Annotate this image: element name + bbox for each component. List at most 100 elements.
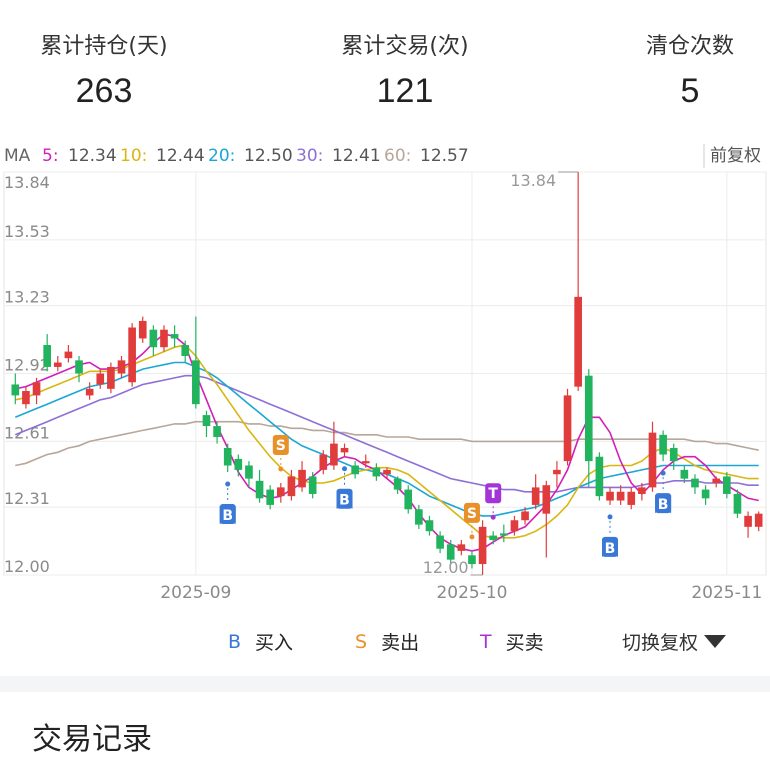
legend-buy-label: 买入 [255, 632, 294, 654]
candle-body [160, 329, 168, 348]
candle-body [468, 555, 476, 565]
x-tick-label: 2025-09 [160, 583, 231, 603]
candle-body [128, 327, 136, 383]
y-tick-label: 13.23 [4, 288, 50, 307]
switch-adjust-label: 切换复权 [622, 632, 699, 654]
ma-line-ma60 [15, 420, 759, 467]
candle-body [43, 345, 51, 367]
section-title: 交易记录 [32, 722, 152, 757]
candle-body [234, 458, 243, 470]
ma-value-4: 12.57 [420, 146, 469, 166]
stat-hold-days-value: 263 [75, 72, 133, 110]
stats-bar: 累计持仓(天) 263 累计交易(次) 121 清仓次数 5 [0, 0, 770, 130]
candle-body [11, 384, 20, 396]
candle-body [181, 345, 190, 356]
legend-buy: B 买入 [228, 628, 293, 655]
sell-dot [469, 534, 475, 540]
candle-body [266, 489, 275, 505]
candle-body [64, 351, 73, 359]
candle-body [584, 375, 593, 462]
stat-clear-count: 清仓次数 5 [620, 28, 760, 111]
legend-buy-mark: B [228, 630, 242, 653]
legend-sell: S 卖出 [355, 628, 419, 655]
candle-body [648, 432, 657, 488]
adjust-mode: 前复权 [710, 146, 761, 166]
ma-prefix: MA [4, 146, 31, 166]
ma-label-2: 20: [208, 146, 235, 166]
stat-hold-days-label: 累计持仓(天) [40, 34, 168, 59]
candle-body [255, 480, 264, 499]
candle-body [361, 461, 370, 464]
stat-clear-count-label: 清仓次数 [645, 34, 734, 59]
ma-label-0: 5: [42, 146, 59, 166]
trade-dot [490, 514, 496, 520]
y-tick-label: 12.92 [4, 356, 50, 375]
sell-marker-letter: S [276, 438, 286, 454]
candle-body [553, 469, 561, 475]
candle-body [245, 465, 253, 479]
candle-body [340, 447, 349, 453]
candle-body [446, 544, 455, 560]
sell-dot [278, 466, 284, 472]
candle-body [659, 434, 667, 455]
high-label: 13.84 [510, 171, 556, 190]
candle-body [701, 489, 710, 499]
y-tick-label: 13.53 [4, 222, 50, 241]
buy-marker-letter: B [222, 508, 233, 524]
candle-body [616, 491, 625, 501]
candle-body [75, 360, 83, 374]
buy-dot [607, 514, 613, 520]
candle-body [691, 478, 699, 488]
buy-marker-box [655, 493, 672, 514]
candle-body [372, 467, 381, 477]
candle-body [308, 476, 317, 494]
candle-body [627, 491, 636, 505]
legend-sell-label: 卖出 [381, 632, 420, 654]
sell-marker-letter: S [467, 506, 477, 522]
candle-body [595, 456, 604, 497]
trade-marker-letter: T [488, 486, 498, 502]
buy-marker-letter: B [658, 497, 669, 513]
candle-body [542, 485, 551, 514]
candle-body [712, 478, 721, 484]
candle-body [606, 491, 614, 501]
switch-adjust-button[interactable]: 切换复权 [622, 628, 727, 655]
candle-body [733, 493, 742, 514]
buy-marker-letter: B [339, 493, 350, 509]
candle-body [32, 382, 41, 396]
buy-marker-letter: B [605, 541, 616, 557]
candle-body [117, 360, 126, 374]
legend-trade: T 买卖 [480, 628, 544, 655]
candle-body [96, 373, 105, 385]
candle-body [754, 513, 763, 527]
stat-trade-count: 累计交易(次) 121 [325, 28, 485, 111]
section-divider [0, 676, 770, 692]
stat-hold-days: 累计持仓(天) 263 [24, 28, 184, 111]
candle-body [393, 478, 402, 490]
candle-body [149, 329, 158, 348]
legend-trade-label: 买卖 [505, 632, 544, 654]
x-tick-label: 2025-11 [691, 583, 762, 603]
stat-trade-count-label: 累计交易(次) [341, 34, 469, 59]
kline-chart[interactable]: MA 5: 12.34 10: 12.44 20: 12.50 30: 12.41 60: 12.5… [0, 138, 770, 608]
x-tick-label: 2025-10 [436, 583, 507, 603]
ma-value-2: 12.50 [244, 146, 293, 166]
y-tick-label: 12.00 [4, 557, 50, 576]
candle-body [223, 447, 232, 466]
candle-body [298, 469, 306, 488]
buy-dot [660, 470, 666, 476]
buy-dot [225, 481, 231, 487]
candle-body [574, 296, 582, 387]
ma-value-0: 12.34 [68, 146, 117, 166]
candle-body [22, 391, 30, 405]
candle-body [287, 476, 296, 497]
stat-trade-count-value: 121 [376, 72, 434, 110]
candle-body [192, 360, 200, 405]
candle-body [436, 535, 444, 549]
y-tick-label: 12.61 [4, 423, 50, 442]
candle-body [351, 465, 359, 475]
candle-body [276, 487, 285, 497]
candle-body [202, 415, 211, 427]
candle-body [723, 476, 731, 494]
ma-label-1: 10: [120, 146, 147, 166]
